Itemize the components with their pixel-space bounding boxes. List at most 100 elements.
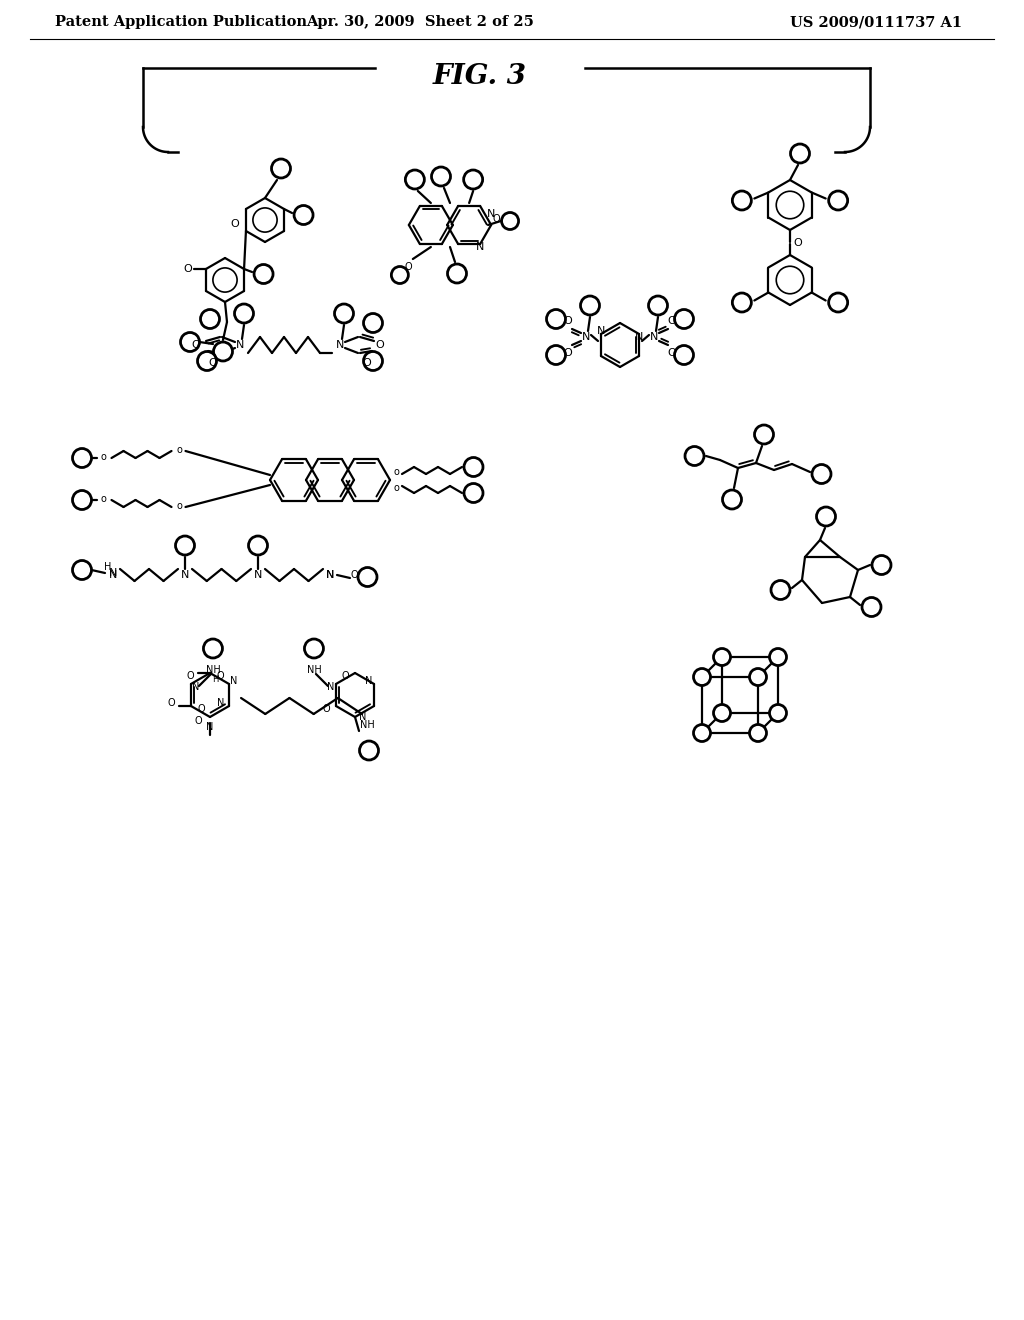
- Text: O: O: [376, 341, 384, 350]
- Text: O: O: [404, 261, 412, 272]
- Text: N: N: [193, 682, 200, 692]
- Circle shape: [271, 158, 291, 178]
- Text: N: N: [206, 722, 214, 733]
- Circle shape: [198, 351, 216, 371]
- Circle shape: [693, 668, 711, 685]
- Circle shape: [547, 309, 565, 329]
- Circle shape: [204, 639, 222, 657]
- Circle shape: [294, 206, 313, 224]
- Text: O: O: [167, 698, 175, 708]
- Text: N: N: [326, 570, 334, 579]
- Circle shape: [791, 144, 810, 162]
- Circle shape: [73, 561, 91, 579]
- Text: o: o: [176, 502, 182, 511]
- Circle shape: [732, 191, 752, 210]
- Text: O: O: [191, 341, 201, 350]
- Circle shape: [723, 490, 741, 510]
- Text: O: O: [794, 238, 803, 248]
- Text: O: O: [341, 671, 349, 681]
- Circle shape: [391, 267, 409, 284]
- Text: O: O: [350, 570, 357, 579]
- Circle shape: [812, 465, 831, 483]
- Circle shape: [862, 598, 881, 616]
- Text: O: O: [668, 315, 677, 326]
- Text: N: N: [635, 333, 643, 342]
- Circle shape: [685, 446, 705, 466]
- Text: N: N: [582, 333, 590, 342]
- Text: N: N: [476, 242, 484, 252]
- Text: NH: NH: [306, 665, 322, 675]
- Text: O: O: [230, 219, 240, 228]
- Circle shape: [304, 639, 324, 657]
- Circle shape: [431, 168, 451, 186]
- Text: N: N: [254, 570, 262, 579]
- Circle shape: [675, 309, 693, 329]
- Circle shape: [714, 705, 730, 722]
- Circle shape: [359, 741, 379, 760]
- Text: N: N: [597, 326, 605, 337]
- Circle shape: [750, 668, 767, 685]
- Text: O: O: [216, 671, 224, 681]
- Text: o: o: [100, 451, 106, 462]
- Text: O: O: [563, 348, 572, 358]
- Circle shape: [201, 309, 219, 329]
- Circle shape: [464, 483, 483, 503]
- Circle shape: [675, 346, 693, 364]
- Circle shape: [872, 556, 891, 574]
- Circle shape: [254, 264, 273, 284]
- Text: N: N: [326, 570, 334, 579]
- Text: O: O: [563, 315, 572, 326]
- Circle shape: [769, 648, 786, 665]
- Circle shape: [464, 170, 482, 189]
- Circle shape: [234, 304, 254, 323]
- Text: H: H: [212, 676, 218, 685]
- Circle shape: [447, 264, 467, 282]
- Circle shape: [364, 314, 383, 333]
- Circle shape: [547, 346, 565, 364]
- Circle shape: [714, 648, 730, 665]
- Circle shape: [828, 191, 848, 210]
- Text: NH: NH: [359, 719, 375, 730]
- Text: N: N: [487, 209, 496, 219]
- Text: O: O: [183, 264, 193, 275]
- Text: O: O: [493, 214, 500, 224]
- Text: N: N: [366, 676, 373, 686]
- Circle shape: [769, 705, 786, 722]
- Circle shape: [464, 458, 483, 477]
- Text: O: O: [198, 704, 205, 714]
- Text: o: o: [176, 445, 182, 455]
- Text: N: N: [359, 711, 367, 722]
- Text: o: o: [393, 467, 399, 477]
- Text: O: O: [209, 358, 217, 368]
- Circle shape: [693, 725, 711, 742]
- Text: O: O: [323, 704, 330, 714]
- Text: N: N: [181, 570, 189, 579]
- Circle shape: [502, 213, 518, 230]
- Text: NH: NH: [206, 665, 220, 675]
- Text: N: N: [109, 568, 117, 578]
- Text: N: N: [650, 333, 658, 342]
- Circle shape: [175, 536, 195, 554]
- Text: N: N: [328, 682, 335, 692]
- Text: O: O: [195, 715, 202, 726]
- Circle shape: [581, 296, 599, 315]
- Text: N: N: [230, 676, 238, 686]
- Text: N: N: [217, 698, 224, 708]
- Text: O: O: [362, 358, 372, 368]
- Text: N: N: [336, 341, 344, 350]
- Circle shape: [816, 507, 836, 525]
- Circle shape: [750, 725, 767, 742]
- Circle shape: [180, 333, 200, 351]
- Circle shape: [755, 425, 773, 444]
- Text: Apr. 30, 2009  Sheet 2 of 25: Apr. 30, 2009 Sheet 2 of 25: [306, 15, 534, 29]
- Text: US 2009/0111737 A1: US 2009/0111737 A1: [790, 15, 963, 29]
- Text: O: O: [668, 348, 677, 358]
- Circle shape: [249, 536, 267, 554]
- Text: Patent Application Publication: Patent Application Publication: [55, 15, 307, 29]
- Circle shape: [73, 449, 91, 467]
- Text: N: N: [236, 341, 244, 350]
- Circle shape: [335, 304, 353, 323]
- Text: o: o: [393, 483, 399, 492]
- Text: H: H: [104, 562, 112, 572]
- Circle shape: [771, 581, 790, 599]
